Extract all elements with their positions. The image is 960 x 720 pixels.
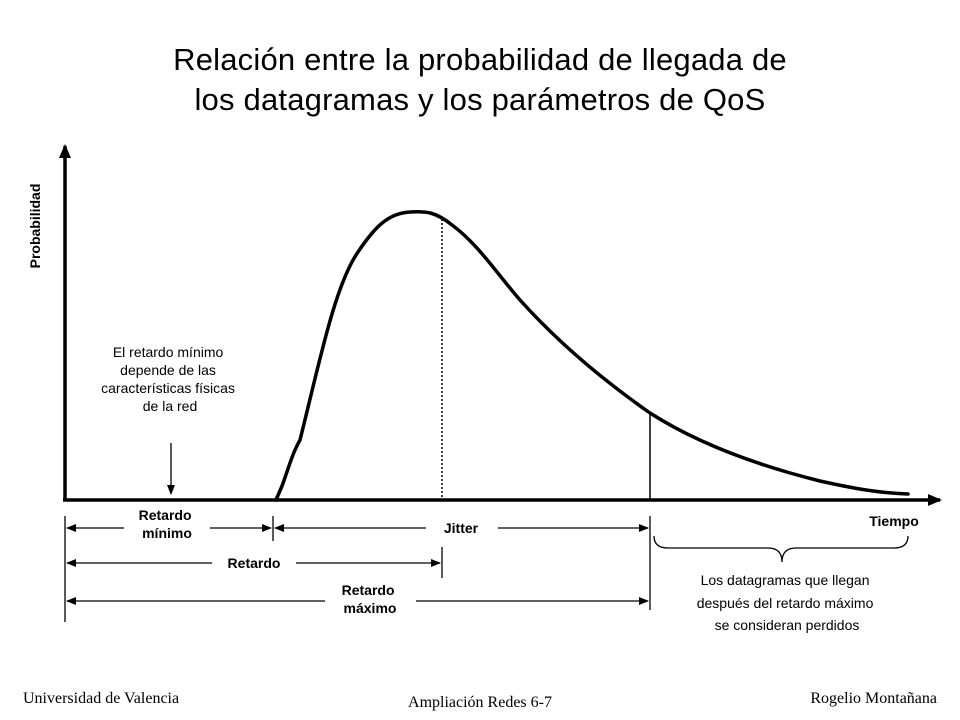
- x-axis-label: Tiempo: [869, 513, 919, 529]
- lost-region-brace: [653, 535, 909, 563]
- min-delay-label-line: mínimo: [142, 525, 192, 541]
- footer-author: Rogelio Montañana: [810, 690, 937, 707]
- footer-course: Ampliación Redes 6-7: [408, 694, 552, 711]
- min-delay-label-line: Retardo: [139, 507, 192, 523]
- jitter-label: Jitter: [444, 520, 479, 536]
- min-delay-note-line: El retardo mínimo: [113, 344, 224, 360]
- footer-institution: Universidad de Valencia: [23, 690, 180, 707]
- lost-note-line: después del retardo máximo: [697, 595, 874, 611]
- min-delay-note-line: de la red: [143, 398, 197, 414]
- min-delay-label: Retardo mínimo: [139, 507, 196, 541]
- lost-note-line: se consideran perdidos: [715, 617, 860, 633]
- probability-curve: [274, 209, 910, 502]
- min-delay-note: El retardo mínimo depende de las caracte…: [101, 344, 239, 414]
- min-delay-note-line: características físicas: [101, 380, 235, 396]
- lost-datagrams-note: Los datagramas que llegan después del re…: [697, 572, 878, 633]
- lost-note-line: Los datagramas que llegan: [701, 572, 870, 588]
- max-delay-label: Retardo máximo: [342, 582, 399, 616]
- max-delay-label-line: máximo: [344, 600, 397, 616]
- slide-title-line-2: los datagramas y los parámetros de QoS: [194, 82, 766, 117]
- max-delay-label-line: Retardo: [342, 582, 395, 598]
- min-delay-note-line: depende de las: [120, 362, 216, 378]
- slide-title: Relación entre la probabilidad de llegad…: [0, 40, 960, 120]
- y-axis-label: Probabilidad: [27, 184, 43, 269]
- delay-label: Retardo: [228, 555, 281, 571]
- slide-title-line-1: Relación entre la probabilidad de llegad…: [173, 42, 787, 77]
